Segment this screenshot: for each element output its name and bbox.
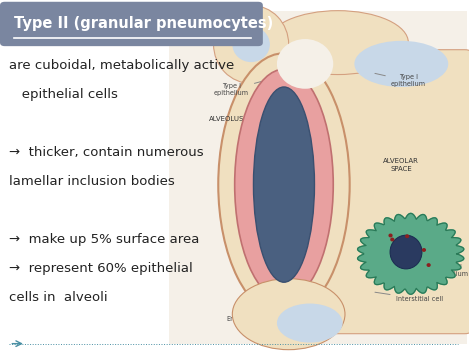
- Text: Endothelium: Endothelium: [375, 274, 416, 284]
- Text: are cuboidal, metabolically active: are cuboidal, metabolically active: [9, 59, 235, 72]
- FancyBboxPatch shape: [310, 50, 473, 334]
- Ellipse shape: [354, 41, 448, 87]
- FancyBboxPatch shape: [0, 2, 263, 46]
- Text: Type II (granular pneumocytes): Type II (granular pneumocytes): [14, 16, 273, 31]
- Ellipse shape: [405, 234, 409, 238]
- Ellipse shape: [277, 304, 342, 343]
- Ellipse shape: [232, 279, 345, 350]
- Ellipse shape: [390, 235, 422, 269]
- Ellipse shape: [422, 248, 426, 252]
- Text: ALVEOLAR
SPACE: ALVEOLAR SPACE: [384, 158, 419, 172]
- Ellipse shape: [214, 5, 289, 83]
- Ellipse shape: [232, 27, 270, 62]
- Ellipse shape: [277, 39, 333, 89]
- Ellipse shape: [390, 237, 394, 241]
- Ellipse shape: [268, 11, 408, 75]
- Ellipse shape: [254, 87, 315, 282]
- Polygon shape: [358, 213, 464, 294]
- Text: Interstitial cell: Interstitial cell: [375, 292, 443, 302]
- Text: →  thicker, contain numerous: → thicker, contain numerous: [9, 146, 204, 159]
- Text: lamellar inclusion bodies: lamellar inclusion bodies: [9, 175, 175, 188]
- Ellipse shape: [218, 53, 350, 316]
- FancyBboxPatch shape: [169, 11, 467, 344]
- Ellipse shape: [235, 69, 333, 300]
- Text: Type I
epithelium: Type I epithelium: [214, 81, 265, 96]
- Ellipse shape: [427, 263, 431, 267]
- Text: Endothelium: Endothelium: [227, 304, 278, 322]
- Text: epithelial cells: epithelial cells: [9, 88, 118, 101]
- Text: CAPILLARY
LUMEN: CAPILLARY LUMEN: [249, 180, 286, 193]
- Text: ALVEOLUS: ALVEOLUS: [209, 116, 245, 122]
- Text: →  make up 5% surface area: → make up 5% surface area: [9, 233, 200, 246]
- Text: →  represent 60% epithelial: → represent 60% epithelial: [9, 262, 193, 275]
- Text: Type I
epithelium: Type I epithelium: [375, 73, 426, 87]
- Text: Type II
epithelium: Type II epithelium: [434, 257, 469, 277]
- Ellipse shape: [388, 234, 393, 237]
- Text: cells in  alveoli: cells in alveoli: [9, 291, 108, 305]
